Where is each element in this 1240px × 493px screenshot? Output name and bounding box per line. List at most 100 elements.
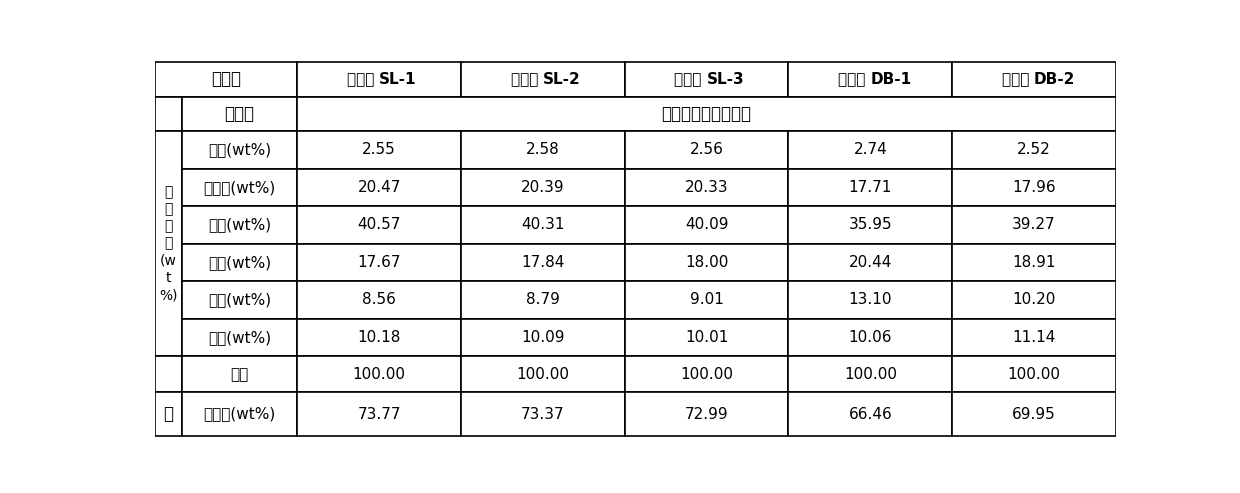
Bar [461, 62, 625, 97]
Text: 13.10: 13.10 [848, 292, 892, 307]
Bar [182, 97, 298, 131]
Bar [952, 392, 1116, 436]
Bar [625, 318, 789, 356]
Bar [789, 356, 952, 392]
Bar [625, 169, 789, 206]
Text: 17.84: 17.84 [521, 255, 564, 270]
Bar [298, 281, 461, 318]
Text: 66.46: 66.46 [848, 407, 893, 422]
Text: 2.56: 2.56 [689, 142, 724, 157]
Bar [625, 206, 789, 244]
Text: 鲁清石化混合原料油: 鲁清石化混合原料油 [662, 105, 751, 123]
Bar [461, 169, 625, 206]
Bar [789, 206, 952, 244]
Text: 18.91: 18.91 [1012, 255, 1056, 270]
Text: 催化剂: 催化剂 [211, 70, 241, 88]
Text: 72.99: 72.99 [684, 407, 728, 422]
Bar [298, 206, 461, 244]
Text: 10.20: 10.20 [1012, 292, 1055, 307]
Text: 汽油(wt%): 汽油(wt%) [208, 217, 272, 232]
Text: 焦炭(wt%): 焦炭(wt%) [208, 330, 272, 345]
Bar [789, 244, 952, 281]
Text: 9.01: 9.01 [689, 292, 724, 307]
Text: DB-2: DB-2 [1034, 72, 1075, 87]
Bar [952, 281, 1116, 318]
Text: 100.00: 100.00 [680, 367, 733, 382]
Bar [298, 244, 461, 281]
Text: 10.09: 10.09 [521, 330, 564, 345]
Text: 18.00: 18.00 [684, 255, 728, 270]
Text: 液化气(wt%): 液化气(wt%) [203, 180, 275, 195]
Bar [789, 131, 952, 169]
Text: 10.01: 10.01 [684, 330, 728, 345]
Text: 35.95: 35.95 [848, 217, 893, 232]
Bar [952, 169, 1116, 206]
Text: 10.06: 10.06 [848, 330, 892, 345]
Bar [182, 169, 298, 206]
Text: 催化剂: 催化剂 [675, 72, 707, 87]
Text: 40.31: 40.31 [521, 217, 564, 232]
Text: 2.55: 2.55 [362, 142, 396, 157]
Bar [461, 281, 625, 318]
Bar [461, 318, 625, 356]
Text: 17.96: 17.96 [1012, 180, 1056, 195]
Text: 40.09: 40.09 [684, 217, 728, 232]
Bar [298, 97, 1116, 131]
Bar [182, 131, 298, 169]
Bar [461, 392, 625, 436]
Text: 100.00: 100.00 [844, 367, 897, 382]
Bar [625, 281, 789, 318]
Bar [789, 318, 952, 356]
Bar [625, 131, 789, 169]
Text: 20.44: 20.44 [848, 255, 892, 270]
Text: 催化剂: 催化剂 [347, 72, 379, 87]
Text: 40.57: 40.57 [357, 217, 401, 232]
Bar [789, 62, 952, 97]
Text: 2.58: 2.58 [526, 142, 559, 157]
Bar [625, 392, 789, 436]
Bar [182, 356, 298, 392]
Text: 重油(wt%): 重油(wt%) [208, 292, 272, 307]
Bar [789, 281, 952, 318]
Text: 73.77: 73.77 [357, 407, 401, 422]
Bar [298, 169, 461, 206]
Text: 原料油: 原料油 [224, 105, 254, 123]
Bar [625, 62, 789, 97]
Text: 20.47: 20.47 [357, 180, 401, 195]
Bar [789, 169, 952, 206]
Text: 柴油(wt%): 柴油(wt%) [208, 255, 272, 270]
Text: 69.95: 69.95 [1012, 407, 1056, 422]
Bar [182, 244, 298, 281]
Text: SL-3: SL-3 [707, 72, 744, 87]
Text: 催化剂: 催化剂 [1002, 72, 1034, 87]
Bar [298, 62, 461, 97]
Bar [625, 244, 789, 281]
Text: 催化剂: 催化剂 [511, 72, 543, 87]
Bar [298, 356, 461, 392]
Bar [182, 318, 298, 356]
Bar [182, 281, 298, 318]
Text: 收: 收 [164, 405, 174, 423]
Bar [182, 206, 298, 244]
Bar [952, 244, 1116, 281]
Text: 2.52: 2.52 [1017, 142, 1052, 157]
Text: 11.14: 11.14 [1012, 330, 1055, 345]
Bar [182, 392, 298, 436]
Text: 转化率(wt%): 转化率(wt%) [203, 407, 275, 422]
Text: 73.37: 73.37 [521, 407, 564, 422]
Bar [155, 356, 182, 392]
Bar [461, 131, 625, 169]
Text: 17.67: 17.67 [357, 255, 401, 270]
Bar [952, 131, 1116, 169]
Bar [952, 206, 1116, 244]
Text: 17.71: 17.71 [848, 180, 892, 195]
Bar [789, 392, 952, 436]
Bar [461, 244, 625, 281]
Text: DB-1: DB-1 [870, 72, 911, 87]
Bar [952, 62, 1116, 97]
Text: 20.39: 20.39 [521, 180, 564, 195]
Text: 总计: 总计 [231, 367, 249, 382]
Bar [298, 392, 461, 436]
Bar [952, 356, 1116, 392]
Bar [155, 131, 182, 356]
